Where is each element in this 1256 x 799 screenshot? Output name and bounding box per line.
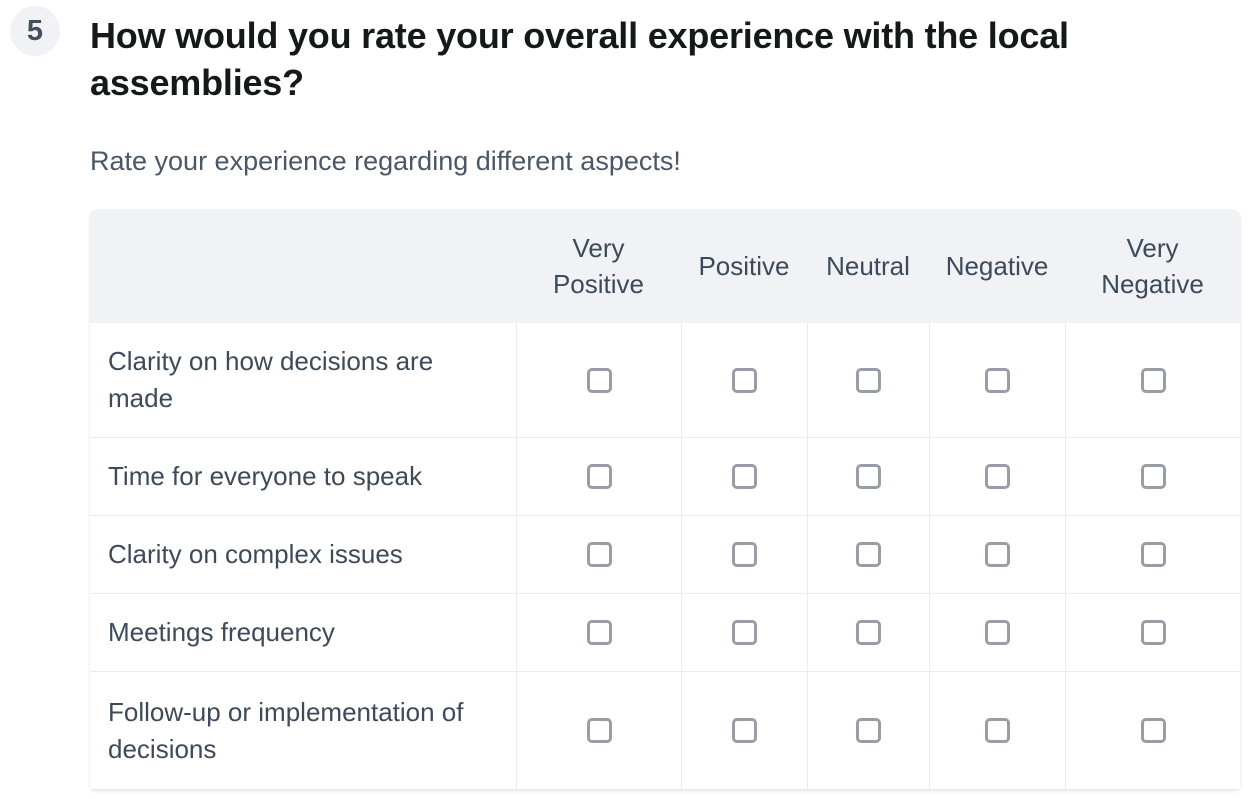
matrix-cell bbox=[516, 515, 681, 593]
column-header-very-negative: Very Negative bbox=[1065, 209, 1240, 323]
matrix-cell bbox=[807, 593, 929, 671]
question-title: How would you rate your overall experien… bbox=[90, 15, 1069, 103]
matrix-cell bbox=[929, 515, 1065, 593]
matrix-checkbox[interactable] bbox=[732, 718, 757, 743]
table-row: Meetings frequency bbox=[90, 593, 1240, 671]
table-row: Clarity on complex issues bbox=[90, 515, 1240, 593]
question-number: 5 bbox=[26, 14, 44, 47]
row-label: Follow-up or implementation of decisions bbox=[90, 671, 516, 789]
matrix-checkbox[interactable] bbox=[985, 718, 1010, 743]
matrix-checkbox[interactable] bbox=[985, 464, 1010, 489]
matrix-cell bbox=[807, 323, 929, 437]
matrix-checkbox[interactable] bbox=[586, 620, 612, 645]
column-header-negative: Negative bbox=[929, 209, 1065, 323]
column-header-very-positive: Very Positive bbox=[516, 209, 681, 323]
matrix-table: Very Positive Positive Neutral Negative … bbox=[90, 209, 1240, 789]
matrix-cell bbox=[681, 671, 807, 789]
matrix-checkbox[interactable] bbox=[586, 542, 612, 567]
matrix-header: Very Positive Positive Neutral Negative … bbox=[90, 209, 1240, 323]
question-number-badge: 5 bbox=[10, 6, 60, 56]
table-row: Clarity on how decisions are made bbox=[90, 323, 1240, 437]
matrix-checkbox[interactable] bbox=[1140, 620, 1166, 645]
matrix-cell bbox=[1065, 671, 1240, 789]
matrix-cell bbox=[929, 437, 1065, 515]
matrix-cell bbox=[807, 437, 929, 515]
matrix-cell bbox=[681, 515, 807, 593]
matrix-cell bbox=[1065, 515, 1240, 593]
matrix-cell bbox=[681, 437, 807, 515]
row-label: Meetings frequency bbox=[90, 593, 516, 671]
matrix-checkbox[interactable] bbox=[732, 464, 757, 489]
matrix-checkbox[interactable] bbox=[1140, 464, 1166, 489]
matrix-cell bbox=[807, 671, 929, 789]
column-header-positive: Positive bbox=[681, 209, 807, 323]
row-label: Clarity on how decisions are made bbox=[90, 323, 516, 437]
matrix-checkbox[interactable] bbox=[856, 464, 881, 489]
matrix-cell bbox=[807, 515, 929, 593]
matrix-cell bbox=[681, 323, 807, 437]
matrix-cell bbox=[1065, 323, 1240, 437]
header-row: Very Positive Positive Neutral Negative … bbox=[90, 209, 1240, 323]
header-corner-cell bbox=[90, 209, 516, 323]
matrix-checkbox[interactable] bbox=[856, 718, 881, 743]
matrix-cell bbox=[516, 671, 681, 789]
matrix-checkbox[interactable] bbox=[856, 367, 881, 393]
matrix-cell bbox=[681, 593, 807, 671]
matrix-checkbox[interactable] bbox=[1140, 367, 1166, 393]
matrix-checkbox[interactable] bbox=[1140, 542, 1166, 567]
question-content: How would you rate your overall experien… bbox=[90, 12, 1240, 789]
matrix-checkbox[interactable] bbox=[732, 542, 757, 567]
matrix-checkbox[interactable] bbox=[586, 367, 612, 393]
matrix-cell bbox=[929, 593, 1065, 671]
matrix-checkbox[interactable] bbox=[985, 367, 1010, 393]
matrix-checkbox[interactable] bbox=[985, 620, 1010, 645]
matrix-cell bbox=[929, 671, 1065, 789]
matrix-checkbox[interactable] bbox=[985, 542, 1010, 567]
matrix-cell bbox=[516, 437, 681, 515]
table-row: Follow-up or implementation of decisions bbox=[90, 671, 1240, 789]
question-subtitle: Rate your experience regarding different… bbox=[90, 146, 681, 176]
matrix-cell bbox=[516, 323, 681, 437]
column-header-neutral: Neutral bbox=[807, 209, 929, 323]
row-label: Clarity on complex issues bbox=[90, 515, 516, 593]
matrix-checkbox[interactable] bbox=[586, 464, 612, 489]
matrix-checkbox[interactable] bbox=[732, 367, 757, 393]
matrix-checkbox[interactable] bbox=[732, 620, 757, 645]
matrix-checkbox[interactable] bbox=[856, 542, 881, 567]
row-label: Time for everyone to speak bbox=[90, 437, 516, 515]
matrix-checkbox[interactable] bbox=[856, 620, 881, 645]
matrix-cell bbox=[516, 593, 681, 671]
matrix-checkbox[interactable] bbox=[1140, 718, 1166, 743]
matrix-checkbox[interactable] bbox=[586, 718, 612, 743]
matrix-body: Clarity on how decisions are made Time f… bbox=[90, 323, 1240, 789]
matrix-cell bbox=[929, 323, 1065, 437]
matrix-cell bbox=[1065, 437, 1240, 515]
table-row: Time for everyone to speak bbox=[90, 437, 1240, 515]
matrix-cell bbox=[1065, 593, 1240, 671]
